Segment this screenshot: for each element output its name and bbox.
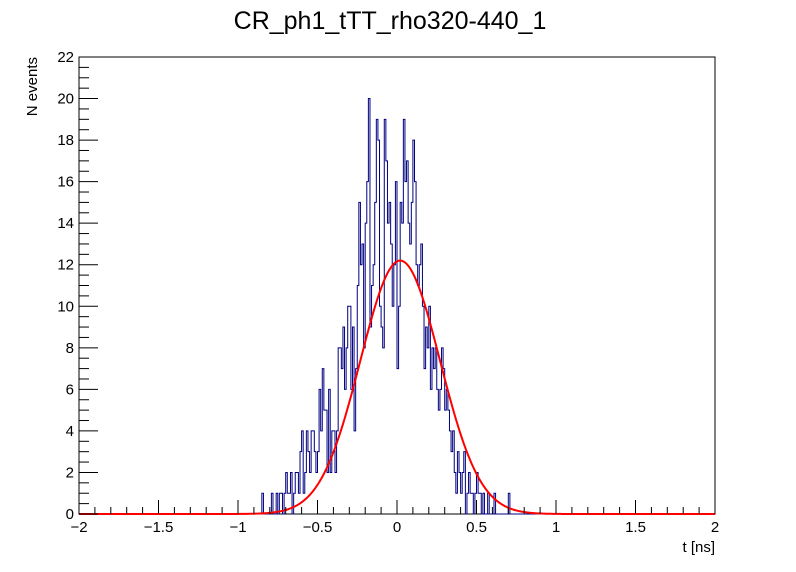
x-tick-label: −0.5 (303, 519, 333, 536)
y-tick-label: 18 (57, 132, 74, 149)
x-axis-label: t [ns] (682, 539, 715, 556)
fit-layer (79, 259, 715, 515)
y-tick-label: 6 (66, 381, 74, 398)
y-tick-label: 2 (66, 464, 74, 481)
y-tick-label: 14 (57, 215, 74, 232)
x-tick-label: 0 (393, 519, 401, 536)
x-tick-label: 0.5 (466, 519, 487, 536)
x-tick-label: 1.5 (625, 519, 646, 536)
y-tick-label: 22 (57, 49, 74, 66)
x-tick-label: 1 (552, 519, 560, 536)
chart-title: CR_ph1_tTT_rho320-440_1 (234, 7, 547, 35)
x-tick-label: 2 (711, 519, 719, 536)
x-axis: −2 −1.5 −1 −0.5 0 0.5 1 1.5 2 (70, 500, 719, 536)
y-axis: 0 2 4 6 8 10 12 14 16 18 20 22 (57, 49, 98, 523)
y-tick-label: 8 (66, 340, 74, 357)
x-tick-label: −1.5 (144, 519, 174, 536)
y-tick-label: 20 (57, 91, 74, 108)
y-tick-label: 12 (57, 257, 74, 274)
fit-curve-0 (79, 259, 715, 515)
x-tick-label: −2 (70, 519, 87, 536)
y-tick-label: 0 (66, 506, 74, 523)
y-axis-label: N events (24, 57, 41, 116)
y-tick-label: 10 (57, 298, 74, 315)
x-tick-label: −1 (229, 519, 246, 536)
y-tick-label: 16 (57, 174, 74, 191)
y-tick-label: 4 (66, 423, 74, 440)
